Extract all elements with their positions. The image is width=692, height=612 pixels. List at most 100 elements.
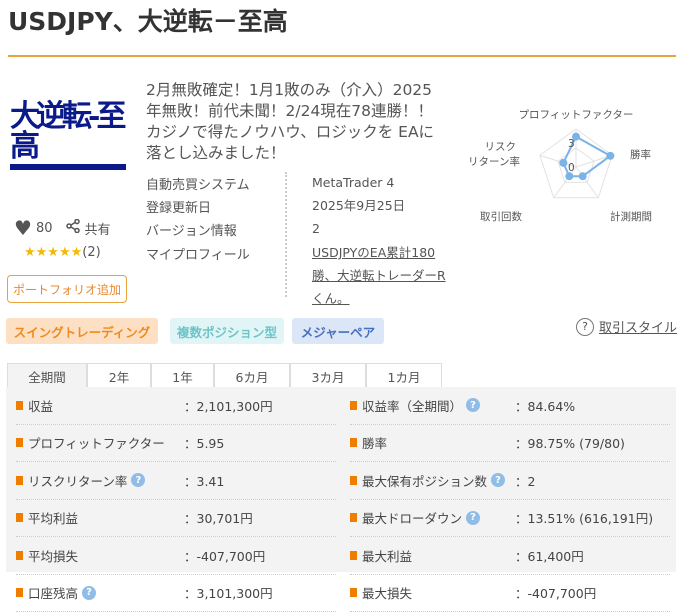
stat-label: 最大利益 (362, 546, 412, 565)
help-icon[interactable]: ? (82, 586, 96, 600)
info-label: 登録更新日 (146, 197, 211, 216)
bullet-icon (16, 476, 23, 485)
ea-description: 2月無敗確定！1月1敗のみ（介入）2025年無敗！前代未聞！2/24現在78連勝… (146, 80, 446, 164)
bullet-icon (350, 476, 357, 485)
stat-label-text: 収益 (28, 396, 53, 415)
stat-label-text: 平均利益 (28, 508, 78, 527)
stat-label: 最大ドローダウン? (362, 508, 480, 527)
trade-style-link[interactable]: ?取引スタイル (576, 317, 677, 336)
radar-tick-label: 0 (568, 162, 575, 174)
help-icon[interactable]: ? (466, 398, 480, 412)
stats-left: 収益 ：2,101,300円プロフィットファクター ：5.95 リスクリターン率? ：3… (16, 387, 336, 612)
info-label: マイプロフィール (146, 244, 250, 263)
tab-period[interactable]: 3カ月 (290, 363, 366, 388)
stat-value: ：5.95 (184, 433, 224, 452)
tag[interactable]: 複数ポジション型 (170, 318, 284, 344)
radar-axis-label: プロフィットファクター (519, 109, 634, 121)
like-count: 80 (36, 221, 53, 236)
stat-row: プロフィットファクター ：5.95 (16, 425, 336, 463)
info-label: 自動売買システム (146, 174, 250, 193)
stat-label: 最大損失 (362, 583, 412, 602)
stat-label-text: 口座残高 (28, 583, 78, 602)
question-icon: ? (576, 318, 594, 336)
radar-tick-label: 3 (568, 138, 575, 150)
stat-label: リスクリターン率? (28, 471, 145, 490)
profile-link[interactable]: USDJPYのEA累計180勝、大逆転トレーダーRくん。 (312, 241, 452, 310)
stat-label: 収益 (28, 396, 53, 415)
bullet-icon (350, 588, 357, 597)
stat-value: ：-407,700円 (184, 546, 265, 565)
info-value: 2025年9月25日 (312, 194, 452, 217)
stat-label-text: 収益率（全期間） (362, 396, 462, 415)
stat-row: 平均損失 ：-407,700円 (16, 537, 336, 575)
star-icons: ★★★★★ (24, 245, 82, 260)
radar-axis-label: 勝率 (630, 148, 651, 161)
stat-value: ：2,101,300円 (184, 396, 273, 415)
stat-value: ：3.41 (184, 471, 224, 490)
stat-label-text: 最大保有ポジション数 (362, 471, 487, 490)
bullet-icon (350, 513, 357, 522)
stat-label: 収益率（全期間）? (362, 396, 480, 415)
help-icon[interactable]: ? (131, 473, 145, 487)
stat-value: ：2 (515, 471, 535, 490)
stat-value: ：13.51% (616,191円) (515, 508, 653, 527)
stat-label-text: リスクリターン率 (28, 471, 127, 490)
stat-value: ：84.64% (515, 396, 575, 415)
stat-row: 勝率：98.75% (79/80) (350, 425, 670, 463)
tab-period[interactable]: 1年 (151, 363, 214, 388)
tag[interactable]: スイングトレーディング (6, 318, 158, 344)
tag[interactable]: メジャーペア (292, 318, 384, 344)
info-value: 2 (312, 217, 452, 240)
bullet-icon (350, 401, 357, 410)
rating: ★★★★★(2) (24, 245, 101, 260)
help-icon[interactable]: ? (466, 511, 480, 525)
bullet-icon (16, 588, 23, 597)
stat-row: 最大利益 ：61,400円 (350, 537, 670, 575)
stat-label-text: 勝率 (362, 433, 387, 452)
stat-label-text: 平均損失 (28, 546, 78, 565)
info-separator (285, 172, 287, 297)
like-share-row: ♥ 80 共有 (14, 216, 111, 240)
ea-thumbnail: 大逆転-至高 (10, 80, 126, 192)
radar-axis-label: 計測期間 (610, 210, 652, 223)
tab-period[interactable]: 全期間 (7, 363, 87, 388)
radar-point (606, 152, 614, 160)
share-label[interactable]: 共有 (84, 219, 110, 238)
add-portfolio-button[interactable]: ポートフォリオ追加 (7, 275, 127, 303)
tab-period[interactable]: 2年 (87, 363, 151, 388)
heart-icon[interactable]: ♥ (14, 216, 32, 240)
tab-period[interactable]: 6カ月 (214, 363, 290, 388)
rating-count: (2) (82, 245, 100, 260)
bullet-icon (350, 438, 357, 447)
stat-label-text: 最大損失 (362, 583, 412, 602)
stat-value: ：3,101,300円 (184, 583, 273, 602)
title-divider (8, 55, 676, 57)
stat-label: 勝率 (362, 433, 387, 452)
stat-row: リスクリターン率? ：3.41 (16, 462, 336, 500)
tab-period[interactable]: 1カ月 (366, 363, 442, 388)
help-icon[interactable]: ? (491, 473, 505, 487)
stat-value: ：-407,700円 (515, 583, 596, 602)
stat-label-text: プロフィットファクター (28, 433, 165, 452)
stat-label-text: 最大ドローダウン (362, 508, 462, 527)
radar-point (559, 159, 567, 167)
info-label: バージョン情報 (146, 220, 237, 239)
bullet-icon (16, 401, 23, 410)
page-title: USDJPY、大逆転－至高 (8, 2, 288, 38)
stat-row: 最大ドローダウン? ：13.51% (616,191円) (350, 500, 670, 538)
stat-value: ：30,701円 (184, 508, 253, 527)
stat-row: 収益率（全期間）? ：84.64% (350, 387, 670, 425)
share-icon[interactable] (66, 219, 80, 237)
stat-row: 最大損失 ：-407,700円 (350, 575, 670, 612)
stat-label: 口座残高? (28, 583, 96, 602)
bullet-icon (350, 551, 357, 560)
stat-label-text: 最大利益 (362, 546, 412, 565)
stat-value: ：61,400円 (515, 546, 584, 565)
stat-label: プロフィットファクター (28, 433, 165, 452)
stat-label: 最大保有ポジション数? (362, 471, 505, 490)
stat-label: 平均利益 (28, 508, 78, 527)
info-value: MetaTrader 4 (312, 171, 452, 194)
stat-label: 平均損失 (28, 546, 78, 565)
bullet-icon (16, 438, 23, 447)
